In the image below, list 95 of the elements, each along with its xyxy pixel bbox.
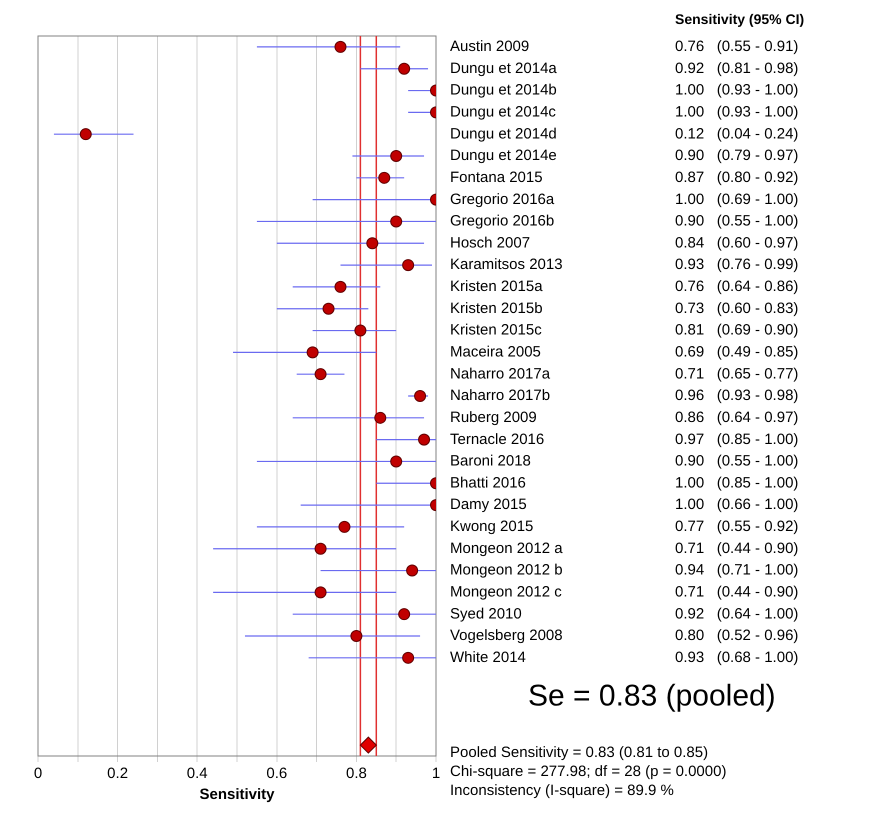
data-label: 0.93 (0.68 - 1.00) [675,648,798,666]
text: Chi-square = 277.98; df = 28 (p = 0.0000) [450,763,726,780]
y-tick-label: Fontana 2015 [450,168,543,186]
x-tick-label: 0.2 [107,765,128,782]
x-tick-label: 0.8 [346,765,367,782]
y-tick-label: White 2014 [450,648,526,666]
point [360,736,377,754]
point [398,608,410,620]
data-label: 0.81 (0.69 - 0.90) [675,322,798,339]
data-label: 0.76 (0.55 - 0.91) [675,38,798,56]
y-tick-label: Gregorio 2016b [450,212,554,230]
point [334,280,346,293]
data-label: 0.90 (0.79 - 0.97) [675,147,798,164]
data-label: 0.94 (0.71 - 1.00) [675,562,798,579]
y-tick-label: Maceira 2005 [450,344,541,361]
data-label: 1.00 (0.85 - 1.00) [675,474,798,492]
data-label: 0.69 (0.49 - 0.85) [675,344,798,361]
y-tick-label: Gregorio 2016a [450,190,555,208]
y-tick-label: Kristen 2015c [450,322,542,339]
point [398,62,410,75]
point [338,520,350,533]
data-label: 0.93 (0.76 - 0.99) [675,256,798,274]
y-tick-label: Karamitsos 2013 [450,256,563,274]
y-tick-label: Mongeon 2012 a [450,540,564,557]
y-tick-label: Dungu et 2014b [450,82,557,99]
text: Inconsistency (I-square) = 89.9 % [450,782,674,800]
data-label: 1.00 (0.66 - 1.00) [675,496,798,514]
data-label: 1.00 (0.69 - 1.00) [675,190,798,208]
text: Se = 0.83 (pooled) [528,679,776,712]
text: Sensitivity (95% CI) [675,10,804,27]
text: Pooled Sensitivity = 0.83 (0.81 to 0.85) [450,744,708,762]
y-tick-label: Dungu et 2014e [450,147,557,164]
data-label: 0.86 (0.64 - 0.97) [675,408,798,426]
data-label: 0.84 (0.60 - 0.97) [675,234,798,252]
point [374,412,386,424]
point [80,128,92,140]
point [406,564,418,577]
data-label: 0.96 (0.93 - 0.98) [675,387,798,404]
point [418,434,430,446]
y-tick-label: Naharro 2017b [450,387,550,404]
point [390,150,402,162]
y-tick-label: Hosch 2007 [450,234,530,252]
point [306,346,319,358]
point [390,215,402,228]
y-tick-label: Dungu et 2014c [450,104,556,121]
data-label: 0.80 (0.52 - 0.96) [675,627,798,644]
y-tick-label: Austin 2009 [450,38,530,56]
y-tick-label: Mongeon 2012 b [450,562,563,579]
y-tick-label: Vogelsberg 2008 [450,627,563,644]
point [334,40,346,53]
data-label: 0.92 (0.81 - 0.98) [675,60,798,77]
point [314,542,327,555]
y-tick-label: Ruberg 2009 [450,408,537,426]
data-label: 0.90 (0.55 - 1.00) [675,212,798,230]
data-label: 1.00 (0.93 - 1.00) [675,104,798,121]
data-label: 0.76 (0.64 - 0.86) [675,278,798,296]
y-tick-label: Dungu et 2014d [450,125,557,142]
point [378,172,390,184]
y-tick-label: Naharro 2017a [450,365,551,382]
point [390,455,402,468]
data-label: 0.12 (0.04 - 0.24) [675,125,798,142]
point [366,237,378,250]
data-label: 0.71 (0.44 - 0.90) [675,540,798,557]
data-label: 0.87 (0.80 - 0.92) [675,168,798,186]
point [402,259,414,272]
point [414,390,426,402]
x-tick-label: 0 [34,765,42,782]
data-label: 0.90 (0.55 - 1.00) [675,452,798,470]
point [322,302,335,315]
data-label: 1.00 (0.93 - 1.00) [675,82,798,99]
x-tick-label: 1 [432,765,440,782]
y-tick-label: Kwong 2015 [450,518,534,536]
data-label: 0.71 (0.44 - 0.90) [675,584,798,601]
point [350,630,362,642]
y-tick-label: Ternacle 2016 [450,430,544,448]
point [314,368,327,380]
point [354,324,366,337]
y-tick-label: Kristen 2015b [450,300,543,317]
y-tick-label: Damy 2015 [450,496,527,514]
data-label: 0.92 (0.64 - 1.00) [675,605,798,622]
y-tick-label: Bhatti 2016 [450,474,526,492]
y-tick-label: Kristen 2015a [450,278,544,296]
y-tick-label: Syed 2010 [450,605,522,622]
x-tick-label: 0.4 [186,765,208,782]
data-label: 0.73 (0.60 - 0.83) [675,300,798,317]
y-tick-label: Mongeon 2012 c [450,584,562,601]
data-label: 0.71 (0.65 - 0.77) [675,365,798,382]
y-tick-label: Dungu et 2014a [450,60,558,77]
point [402,652,414,664]
point [314,586,327,598]
y-tick-label: Baroni 2018 [450,452,531,470]
data-label: 0.77 (0.55 - 0.92) [675,518,798,536]
x-tick-label: 0.6 [266,765,288,782]
data-label: 0.97 (0.85 - 1.00) [675,430,798,448]
x-axis-title: Sensitivity [199,786,276,804]
